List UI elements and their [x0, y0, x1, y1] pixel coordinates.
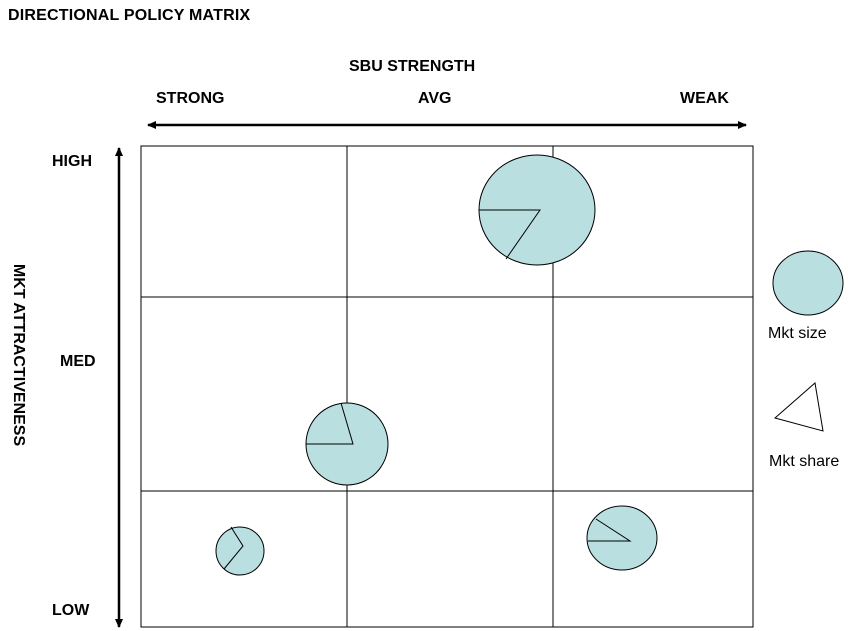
bubble-low-strong [215, 526, 265, 576]
matrix-grid-border [140, 145, 754, 628]
y-label-med: MED [60, 353, 96, 370]
x-label-strong: STRONG [156, 90, 225, 107]
x-label-weak: WEAK [680, 90, 729, 107]
x-label-avg: AVG [418, 90, 452, 107]
diagram-title: DIRECTIONAL POLICY MATRIX [8, 7, 251, 24]
legend-size-circle-icon [772, 250, 844, 316]
bubble-low-strong-share-wedge [223, 526, 244, 570]
y-label-low: LOW [52, 602, 90, 619]
legend-share-label: Mkt share [769, 453, 840, 470]
bubble-high-avg-share-wedge [479, 209, 541, 260]
legend-size-label: Mkt size [768, 325, 827, 342]
bubble-med-strong [305, 402, 389, 486]
x-axis-title: SBU STRENGTH [349, 58, 476, 75]
legend-share-triangle-icon [773, 382, 824, 432]
bubble-med-strong-share-wedge [306, 402, 354, 445]
bubble-low-weak-share-wedge [588, 518, 632, 542]
y-label-high: HIGH [52, 153, 92, 170]
bubble-low-weak [586, 505, 658, 571]
bubble-high-avg [478, 154, 596, 266]
